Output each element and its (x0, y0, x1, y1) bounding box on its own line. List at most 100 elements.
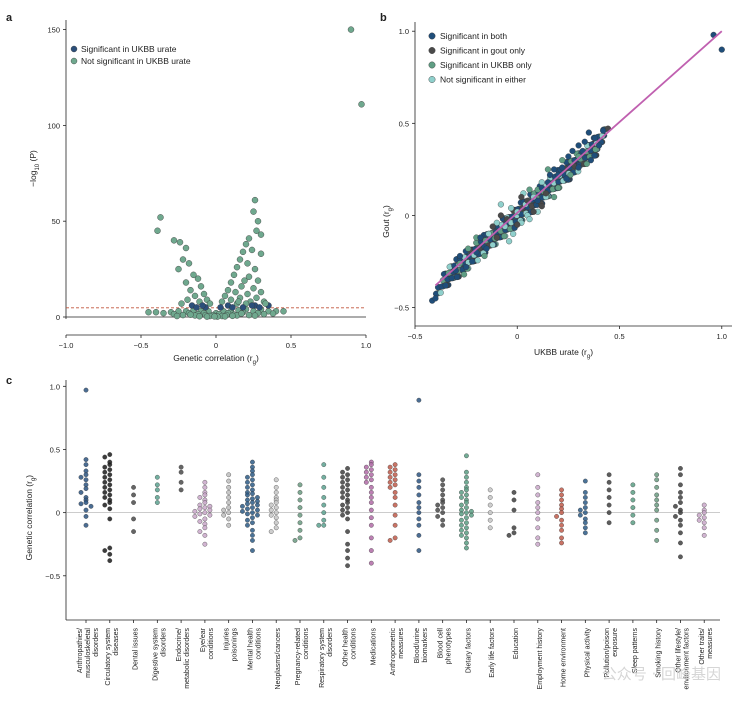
point-significant-both (585, 129, 592, 136)
legend-marker (70, 45, 78, 53)
point-not-significant (187, 311, 194, 318)
point-significant-both (456, 252, 464, 260)
data-point (273, 515, 279, 521)
data-point (83, 462, 89, 468)
data-point (459, 522, 464, 528)
data-point (273, 510, 279, 516)
point-significant-gout-only (493, 234, 500, 241)
data-point (368, 467, 374, 473)
data-point (464, 515, 469, 521)
data-point (226, 478, 232, 484)
data-point (511, 497, 517, 503)
data-point (440, 522, 446, 528)
x-tick-label: −0.5 (134, 341, 149, 350)
data-point (368, 477, 374, 483)
point-significant (176, 239, 184, 246)
data-point (273, 505, 279, 510)
point-not-significant (269, 310, 277, 317)
data-point (630, 512, 636, 518)
data-point (83, 477, 89, 483)
data-point (440, 500, 446, 505)
data-point (654, 527, 660, 533)
point-significant-both (600, 127, 607, 134)
data-point (83, 500, 89, 505)
data-point (226, 495, 232, 500)
point-significant (232, 288, 239, 296)
data-point (554, 514, 559, 519)
data-point (340, 502, 345, 508)
category-label: Mental healthconditions (247, 628, 262, 671)
data-point (435, 507, 441, 513)
panel-label-b: b (380, 12, 387, 24)
point-significant (245, 235, 253, 242)
point-significant-both (483, 245, 490, 252)
point-not-significant (160, 309, 167, 317)
data-point (582, 478, 588, 484)
point-significant (250, 208, 257, 215)
legend-label: Significant in UKBB only (440, 60, 532, 70)
data-point (131, 516, 136, 522)
data-point (487, 487, 493, 493)
data-point (107, 482, 113, 488)
data-point (154, 474, 160, 480)
data-point (678, 500, 683, 505)
category-label: Pollution/poisonexposure (604, 628, 619, 678)
category-label: Other healthconditions (343, 628, 358, 667)
data-point (340, 495, 345, 500)
data-point (102, 474, 108, 480)
data-point (268, 507, 274, 513)
data-point (255, 512, 260, 518)
category-label: Blood/urinebiomarkers (414, 628, 429, 664)
point-significant (253, 227, 260, 234)
data-point (268, 512, 274, 518)
x-tick-label: 1.0 (717, 332, 727, 341)
data-point (559, 527, 564, 533)
data-point (582, 520, 588, 526)
data-point (202, 492, 208, 498)
point-significant-both (569, 147, 576, 155)
data-point (701, 532, 707, 538)
legend-label: Significant in both (440, 31, 507, 41)
data-point (416, 532, 422, 538)
point-significant (254, 217, 262, 225)
data-point (559, 517, 564, 523)
data-point (250, 505, 255, 510)
point-not-significant (152, 309, 160, 316)
category-label: Neoplasms/cancers (275, 628, 282, 690)
data-point (321, 462, 327, 468)
data-point (268, 502, 274, 508)
category-label: Education (513, 628, 520, 659)
data-point (392, 472, 398, 478)
data-point (102, 469, 108, 475)
data-point (250, 491, 255, 497)
point-not-significant (260, 310, 268, 318)
panel-label-a: a (6, 12, 13, 24)
point-significant-ukbb-only (544, 166, 552, 173)
data-point (440, 482, 446, 488)
data-point (559, 522, 564, 528)
data-point (250, 500, 255, 505)
data-point (459, 490, 464, 495)
data-point (207, 512, 213, 518)
data-point (606, 472, 612, 478)
x-tick-label: −1.0 (59, 341, 74, 350)
data-point (678, 495, 683, 500)
data-point (107, 487, 113, 493)
data-point (678, 466, 683, 471)
data-point (102, 495, 108, 500)
data-point (363, 464, 369, 470)
data-point (392, 482, 398, 488)
data-point (202, 532, 208, 538)
data-point (487, 495, 493, 500)
data-point (345, 505, 350, 510)
data-point (678, 530, 683, 536)
legend-marker (428, 47, 436, 54)
point-significant (190, 271, 197, 279)
point-significant (199, 302, 206, 309)
y-tick-label: −0.5 (45, 572, 60, 581)
point-significant (224, 286, 232, 294)
data-point (321, 484, 327, 490)
data-point (654, 507, 660, 513)
data-point (630, 490, 636, 495)
x-tick-label: 0.5 (286, 341, 296, 350)
